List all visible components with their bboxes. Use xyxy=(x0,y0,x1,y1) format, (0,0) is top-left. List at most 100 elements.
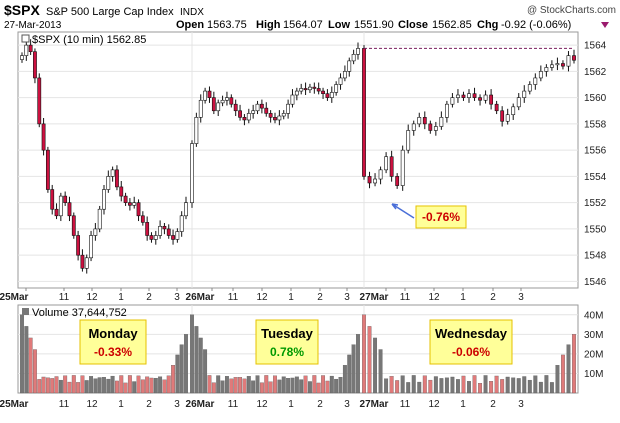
x-tick-label-bottom: 3 xyxy=(344,399,350,410)
candle-body xyxy=(184,202,188,217)
candle-body xyxy=(145,222,150,236)
volume-bar xyxy=(307,381,312,394)
candle-body xyxy=(41,123,46,151)
volume-bar xyxy=(325,380,330,394)
x-tick-label-top: 11 xyxy=(228,292,239,303)
x-tick-label-top: 3 xyxy=(344,292,350,303)
chart-title: S&P 500 Large Cap Index xyxy=(46,6,174,18)
price-tick-label: 1546 xyxy=(584,277,607,288)
volume-bar xyxy=(572,334,576,394)
candle-body xyxy=(516,97,521,108)
close-label: Close xyxy=(398,19,428,31)
volume-bar xyxy=(483,375,488,394)
volume-bar xyxy=(467,381,471,394)
x-tick-label-bottom: 3 xyxy=(174,399,180,410)
volume-bar xyxy=(114,380,119,394)
volume-bar xyxy=(24,326,29,394)
candle-body xyxy=(37,77,42,125)
candle-body xyxy=(84,257,89,269)
volume-bar xyxy=(76,382,81,394)
candle-body xyxy=(483,94,488,101)
candle-body xyxy=(194,117,199,144)
x-tick-label-bottom: 1 xyxy=(288,399,294,410)
candle-body xyxy=(179,215,184,232)
price-tick-label: 1558 xyxy=(584,119,607,130)
brand-label: @ StockCharts.com xyxy=(527,5,616,16)
volume-legend-text: Volume 37,644,752 xyxy=(32,307,127,319)
volume-bar xyxy=(472,375,477,394)
x-tick-label-top: 12 xyxy=(86,292,98,303)
volume-bar xyxy=(286,378,291,394)
x-tick-label-bottom: 11 xyxy=(228,399,239,410)
price-tick-label: 1560 xyxy=(584,93,607,104)
candle-body xyxy=(308,86,312,91)
candle-body xyxy=(312,86,317,89)
volume-bar xyxy=(58,379,63,394)
x-tick-label-top: 3 xyxy=(174,292,180,303)
price-tick-label: 1564 xyxy=(584,41,607,52)
x-tick-label-top: 2 xyxy=(490,292,496,303)
candle-body xyxy=(286,103,291,114)
candle-body xyxy=(294,90,299,96)
candle-body xyxy=(115,169,119,188)
volume-bar xyxy=(316,382,321,394)
volume-bar xyxy=(175,354,180,394)
volume-bar xyxy=(119,375,124,394)
candle-body xyxy=(216,102,221,112)
day-annotation-change: 0.78% xyxy=(270,345,304,359)
price-panel xyxy=(17,31,579,289)
candle-body xyxy=(417,117,422,125)
candle-body xyxy=(384,156,389,171)
candle-body xyxy=(238,110,242,118)
candle-body xyxy=(106,176,111,190)
x-tick-label-top: 3 xyxy=(518,292,524,303)
candle-body xyxy=(478,97,482,101)
candle-body xyxy=(242,117,247,121)
candle-body xyxy=(123,195,128,203)
volume-bar xyxy=(63,375,68,394)
day-annotation-label: Monday xyxy=(88,326,138,341)
day-annotation-box xyxy=(429,319,513,365)
candle-body xyxy=(511,106,516,116)
x-tick-label-bottom: 25Mar xyxy=(0,399,29,410)
volume-bar xyxy=(294,376,299,394)
volume-bar xyxy=(533,375,538,394)
candle-body xyxy=(171,235,175,240)
x-tick-label-bottom: 11 xyxy=(59,399,70,410)
candle-body xyxy=(373,178,377,184)
chart-exchange: INDX xyxy=(180,7,204,18)
candle-body xyxy=(63,195,68,203)
volume-legend: Volume 37,644,752 xyxy=(22,307,127,319)
price-tick-label: 1552 xyxy=(584,198,607,209)
candle-body xyxy=(97,208,102,230)
candle-body xyxy=(533,77,538,85)
day-annotation-box xyxy=(79,319,147,365)
volume-bar xyxy=(299,379,304,394)
candle-body xyxy=(233,103,238,112)
candle-body xyxy=(45,149,50,190)
candle-body xyxy=(175,231,180,240)
volume-bar xyxy=(277,379,282,394)
candle-body xyxy=(522,90,527,98)
volume-bar xyxy=(224,376,229,394)
x-tick-label-top: 26Mar xyxy=(186,292,215,303)
candle-body xyxy=(251,110,256,114)
open-label: Open xyxy=(176,19,204,31)
volume-bar xyxy=(560,354,565,394)
volume-bar xyxy=(549,382,554,394)
volume-bar xyxy=(373,337,378,394)
candle-body xyxy=(411,123,416,131)
volume-bar xyxy=(411,375,416,394)
x-tick-label-top: 27Mar xyxy=(360,292,389,303)
candle-body xyxy=(456,94,460,98)
volume-bar xyxy=(93,378,98,394)
candle-body xyxy=(572,55,576,61)
candle-body xyxy=(555,63,560,66)
volume-bar xyxy=(32,349,37,394)
volume-bar xyxy=(494,375,499,394)
x-tick-label-top: 2 xyxy=(317,292,323,303)
candle-body xyxy=(299,88,304,92)
candle-body xyxy=(544,67,549,72)
volume-tick-label: 20M xyxy=(584,349,603,360)
candle-body xyxy=(505,114,510,122)
